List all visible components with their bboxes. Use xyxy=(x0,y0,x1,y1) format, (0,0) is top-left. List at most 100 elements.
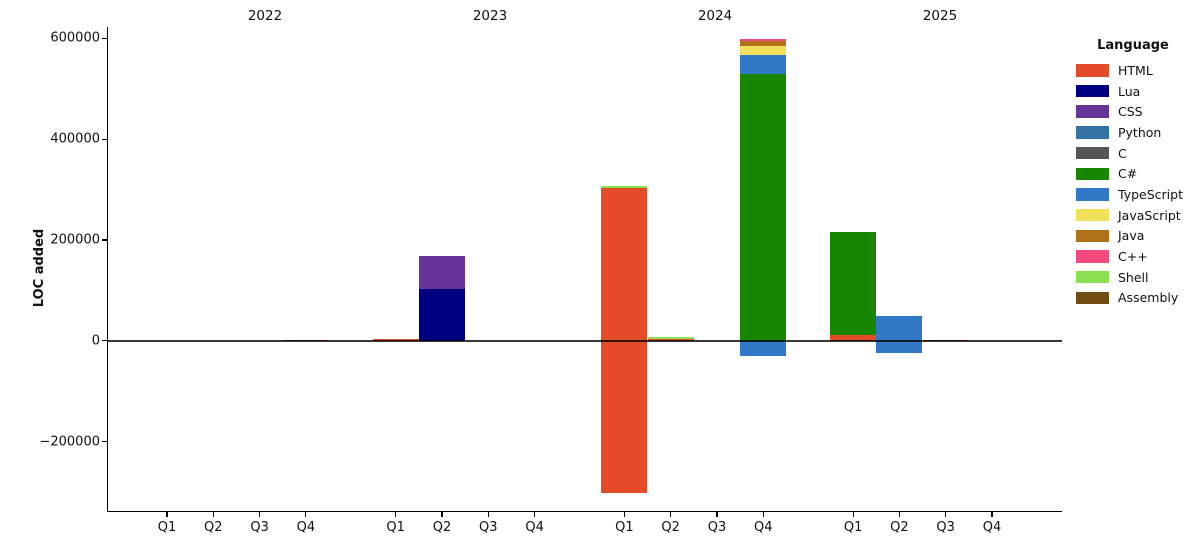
x-tick-mark xyxy=(212,512,214,518)
x-tick-mark xyxy=(852,512,854,518)
x-tick-mark xyxy=(991,512,993,518)
y-tick-mark xyxy=(102,37,107,39)
x-tick-mark xyxy=(441,512,443,518)
group-title-2024: 2024 xyxy=(697,8,733,24)
y-tick-label: 400000 xyxy=(50,131,100,147)
x-tick-label: Q3 xyxy=(479,520,498,535)
x-tick-label: Q3 xyxy=(250,520,269,535)
y-axis-spine xyxy=(107,27,109,512)
bar-segment-2024-Q2-Shell xyxy=(647,336,694,340)
bar-segment-2024-Q1-HTML xyxy=(601,187,648,341)
x-tick-mark xyxy=(898,512,900,518)
x-tick-label: Q4 xyxy=(754,520,773,535)
bar-segment-2025-Q3-HTML xyxy=(922,339,969,341)
legend-item-JavaScript: JavaScript xyxy=(1064,205,1202,226)
x-axis-spine xyxy=(107,511,1062,513)
bar-segment-2024-Q4-TypeScript xyxy=(740,54,787,74)
legend-label: JavaScript xyxy=(1118,207,1181,223)
x-tick-label: Q3 xyxy=(936,520,955,535)
legend: Language HTML Lua CSS Python C C# TypeScript Ja… xyxy=(1064,38,1202,308)
legend-item-Lua: Lua xyxy=(1064,81,1202,102)
x-tick-mark xyxy=(670,512,672,518)
legend-item-C++: C++ xyxy=(1064,246,1202,267)
x-tick-mark xyxy=(305,512,307,518)
legend-label: Lua xyxy=(1118,83,1141,99)
legend-item-C: C xyxy=(1064,143,1202,164)
y-tick-mark xyxy=(102,340,107,342)
legend-item-TypeScript: TypeScript xyxy=(1064,184,1202,205)
group-title-2022: 2022 xyxy=(247,8,283,24)
y-tick-label: 600000 xyxy=(50,30,100,46)
legend-item-C#: C# xyxy=(1064,163,1202,184)
bar-segment-2025-Q2-TypeScript xyxy=(876,315,923,341)
legend-label: Shell xyxy=(1118,269,1149,285)
x-tick-label: Q2 xyxy=(890,520,909,535)
legend-label: Python xyxy=(1118,124,1162,140)
legend-swatch-Assembly xyxy=(1076,291,1109,305)
x-tick-mark xyxy=(259,512,261,518)
y-tick-label: −200000 xyxy=(39,434,100,450)
x-tick-label: Q4 xyxy=(525,520,544,535)
legend-label: CSS xyxy=(1118,104,1143,120)
x-tick-mark xyxy=(534,512,536,518)
bar-segment-2024-Q4-C# xyxy=(740,73,787,341)
bar-segment-2024-Q1-Shell xyxy=(601,185,648,188)
legend-swatch-Lua xyxy=(1076,84,1109,98)
x-tick-label: Q2 xyxy=(432,520,452,535)
x-tick-mark xyxy=(716,512,718,518)
bar-segment-2025-Q1-HTML xyxy=(830,334,877,341)
group-title-2025: 2025 xyxy=(922,8,958,24)
x-tick-label: Q1 xyxy=(386,520,405,535)
legend-label: C xyxy=(1118,145,1127,161)
legend-swatch-Python xyxy=(1076,126,1109,139)
legend-item-CSS: CSS xyxy=(1064,101,1202,122)
x-tick-label: Q1 xyxy=(843,520,863,535)
bar-segment-2025-Q1-C# xyxy=(830,232,877,335)
legend-item-Shell: Shell xyxy=(1064,267,1202,288)
legend-swatch-C xyxy=(1076,146,1109,160)
legend-swatch-C++ xyxy=(1076,250,1109,263)
bar-segment-2025-Q2-TypeScript xyxy=(876,340,923,354)
x-tick-label: Q1 xyxy=(615,520,634,535)
bar-segment-2024-Q4-JavaScript xyxy=(740,46,787,55)
legend-items: HTML Lua CSS Python C C# TypeScript JavaScript J… xyxy=(1064,60,1202,308)
legend-item-HTML: HTML xyxy=(1064,60,1202,81)
bar-segment-2023-Q2-CSS xyxy=(419,256,465,290)
x-tick-mark xyxy=(487,512,489,518)
legend-swatch-JavaScript xyxy=(1076,208,1109,222)
y-tick-mark xyxy=(102,239,107,241)
bar-segment-2024-Q1-HTML xyxy=(601,340,648,493)
legend-label: C++ xyxy=(1118,249,1148,265)
legend-swatch-Shell xyxy=(1076,270,1109,284)
y-tick-mark xyxy=(102,138,107,140)
legend-item-Assembly: Assembly xyxy=(1064,288,1202,309)
y-tick-label: 200000 xyxy=(50,232,100,248)
x-tick-mark xyxy=(945,512,947,518)
legend-label: C# xyxy=(1118,166,1138,182)
x-tick-label: Q3 xyxy=(707,520,727,535)
legend-swatch-CSS xyxy=(1076,105,1109,118)
bar-segment-2024-Q2-HTML xyxy=(647,339,694,341)
legend-swatch-C# xyxy=(1076,167,1109,181)
x-tick-label: Q2 xyxy=(204,520,223,535)
bar-segment-2022-Q4-HTML xyxy=(282,339,329,341)
legend-label: HTML xyxy=(1118,62,1153,78)
x-tick-mark xyxy=(623,512,625,518)
x-tick-mark xyxy=(166,512,168,518)
legend-swatch-TypeScript xyxy=(1076,188,1109,201)
x-tick-label: Q1 xyxy=(157,520,177,535)
legend-swatch-Java xyxy=(1076,229,1109,243)
legend-label: TypeScript xyxy=(1118,186,1183,202)
bar-segment-2023-Q1-HTML xyxy=(372,338,419,341)
legend-title: Language xyxy=(1097,38,1169,53)
x-tick-label: Q4 xyxy=(296,520,316,535)
x-tick-mark xyxy=(762,512,764,518)
x-tick-label: Q2 xyxy=(661,520,680,535)
bar-segment-2024-Q4-Java xyxy=(740,41,787,47)
bar-segment-2023-Q2-Lua xyxy=(419,289,465,341)
x-tick-mark xyxy=(395,512,397,518)
bar-segment-2024-Q4-C++ xyxy=(740,38,787,42)
y-tick-mark xyxy=(102,441,107,443)
legend-label: Assembly xyxy=(1118,290,1179,306)
